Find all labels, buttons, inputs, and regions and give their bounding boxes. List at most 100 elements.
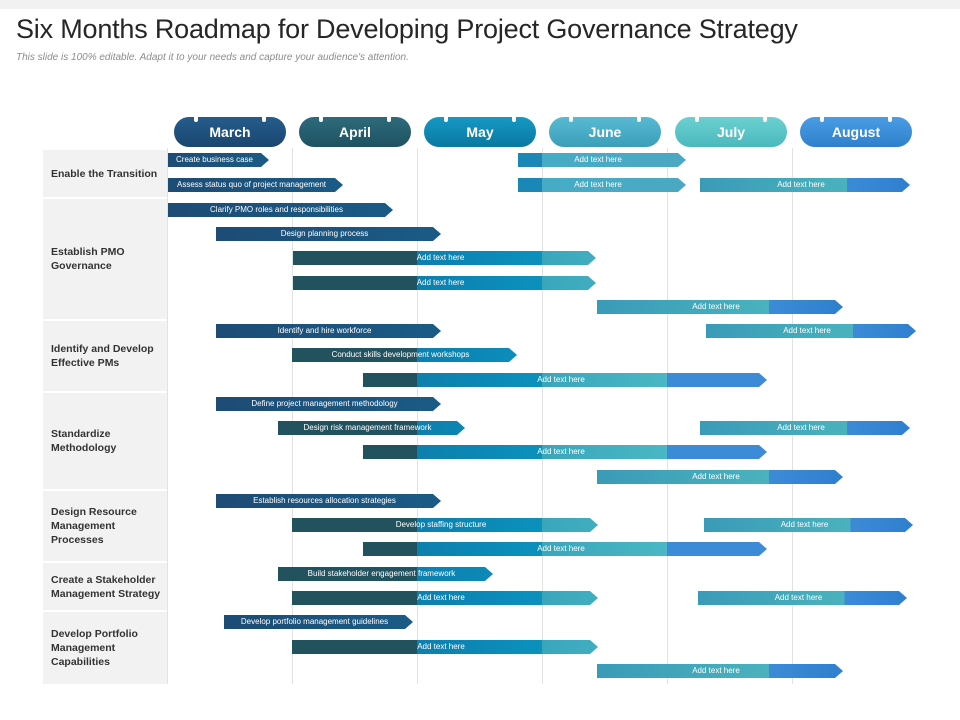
bar-label: Add text here [574, 155, 622, 164]
month-label: June [588, 124, 622, 140]
roadmap-bar: Design risk management framework [278, 421, 465, 435]
bar-label: Add text here [416, 278, 465, 287]
bar-label: Add text here [537, 375, 585, 384]
group-row-header: Enable the Transition [43, 150, 167, 197]
group-row-header: Identify and Develop Effective PMs [43, 321, 167, 391]
binder-ring [695, 113, 699, 122]
bar-label: Add text here [537, 447, 585, 456]
month-label: March [209, 124, 251, 140]
roadmap-bar: Add text here [518, 178, 686, 192]
roadmap-bar: Add text here [597, 470, 843, 484]
bar-label: Add text here [777, 423, 825, 432]
bar-label: Conduct skills development workshops [331, 350, 470, 359]
binder-ring [569, 113, 573, 122]
month-label: August [831, 124, 881, 140]
bar-label: Add text here [417, 593, 465, 602]
roadmap-bar: Add text here [698, 591, 907, 605]
bar-label: Create business case [176, 155, 253, 164]
top-strip [0, 0, 960, 9]
binder-ring [319, 113, 323, 122]
month-header-august: August [800, 113, 912, 147]
roadmap-bar: Build stakeholder engagement framework [278, 567, 493, 581]
binder-ring [262, 113, 266, 122]
group-row-header: Standardize Methodology [43, 393, 167, 489]
binder-ring [444, 113, 448, 122]
grid-line [167, 148, 168, 684]
binder-ring [888, 113, 892, 122]
bar-label: Add text here [774, 593, 823, 602]
roadmap-bar: Add text here [700, 421, 910, 435]
group-row-header: Design Resource Management Processes [43, 491, 167, 561]
roadmap-bar: Establish resources allocation strategie… [216, 494, 441, 508]
bar-label: Add text here [780, 520, 829, 529]
bar-label: Define project management methodology [251, 399, 398, 408]
grid-line [292, 148, 293, 684]
roadmap-bar: Add text here [292, 640, 598, 654]
bar-label: Add text here [574, 180, 622, 189]
bar-label: Add text here [777, 180, 825, 189]
binder-ring [512, 113, 516, 122]
grid-line [667, 148, 668, 684]
roadmap-bar: Add text here [363, 373, 767, 387]
binder-ring [387, 113, 391, 122]
roadmap-bar: Add text here [518, 153, 686, 167]
month-header-july: July [675, 113, 787, 147]
month-label: April [339, 124, 371, 140]
bar-label: Add text here [537, 544, 585, 553]
bar-label: Add text here [417, 642, 465, 651]
roadmap-bar: Develop portfolio management guidelines [224, 615, 413, 629]
grid-line [417, 148, 418, 684]
month-label: May [466, 124, 494, 140]
group-label: Develop Portfolio Management Capabilitie… [51, 628, 138, 668]
bar-label: Add text here [692, 666, 740, 675]
month-header-may: May [424, 113, 536, 147]
bar-label: Clarify PMO roles and responsibilities [210, 205, 343, 214]
bar-label: Identify and hire workforce [277, 326, 372, 335]
roadmap-bar: Assess status quo of project management [168, 178, 343, 192]
roadmap-bar: Design planning process [216, 227, 441, 241]
roadmap-bar: Add text here [597, 664, 843, 678]
binder-ring [763, 113, 767, 122]
roadmap-bar: Add text here [597, 300, 843, 314]
page-title: Six Months Roadmap for Developing Projec… [16, 14, 798, 44]
roadmap-bar: Add text here [292, 591, 598, 605]
roadmap-bar: Conduct skills development workshops [292, 348, 517, 362]
group-row-header: Develop Portfolio Management Capabilitie… [43, 612, 167, 684]
binder-ring [637, 113, 641, 122]
bar-label: Design planning process [280, 229, 369, 238]
roadmap-bar: Create business case [168, 153, 269, 167]
roadmap-bar: Add text here [293, 276, 596, 290]
bar-label: Design risk management framework [303, 423, 432, 432]
roadmap-bar: Add text here [363, 445, 767, 459]
roadmap-bar: Identify and hire workforce [216, 324, 441, 338]
grid-line [792, 148, 793, 684]
group-label: Enable the Transition [51, 167, 158, 180]
page-subtitle: This slide is 100% editable. Adapt it to… [16, 52, 409, 63]
month-header-june: June [549, 113, 661, 147]
bar-label: Add text here [692, 472, 740, 481]
group-row-header: Create a Stakeholder Management Strategy [43, 563, 167, 610]
bar-label: Establish resources allocation strategie… [253, 496, 396, 505]
roadmap-bar: Clarify PMO roles and responsibilities [168, 203, 393, 217]
roadmap-bar: Add text here [704, 518, 913, 532]
group-label: Identify and Develop Effective PMs [51, 343, 154, 369]
group-row-header: Establish PMO Governance [43, 199, 167, 319]
binder-ring [820, 113, 824, 122]
group-label: Standardize Methodology [51, 428, 117, 454]
roadmap-bar: Add text here [293, 251, 596, 265]
roadmap-bar: Define project management methodology [216, 397, 441, 411]
month-header-april: April [299, 113, 411, 147]
roadmap-bar: Develop staffing structure [292, 518, 598, 532]
bar-label: Add text here [692, 302, 740, 311]
group-label: Design Resource Management Processes [51, 506, 137, 546]
bar-label: Build stakeholder engagement framework [307, 569, 456, 578]
bar-label: Develop staffing structure [395, 520, 487, 529]
group-label: Establish PMO Governance [51, 246, 125, 272]
month-header-march: March [174, 113, 286, 147]
bar-label: Assess status quo of project management [177, 180, 326, 189]
group-label: Create a Stakeholder Management Strategy [51, 573, 161, 600]
bar-label: Develop portfolio management guidelines [240, 617, 389, 626]
binder-ring [194, 113, 198, 122]
bar-label: Add text here [416, 253, 465, 262]
grid-line [542, 148, 543, 684]
